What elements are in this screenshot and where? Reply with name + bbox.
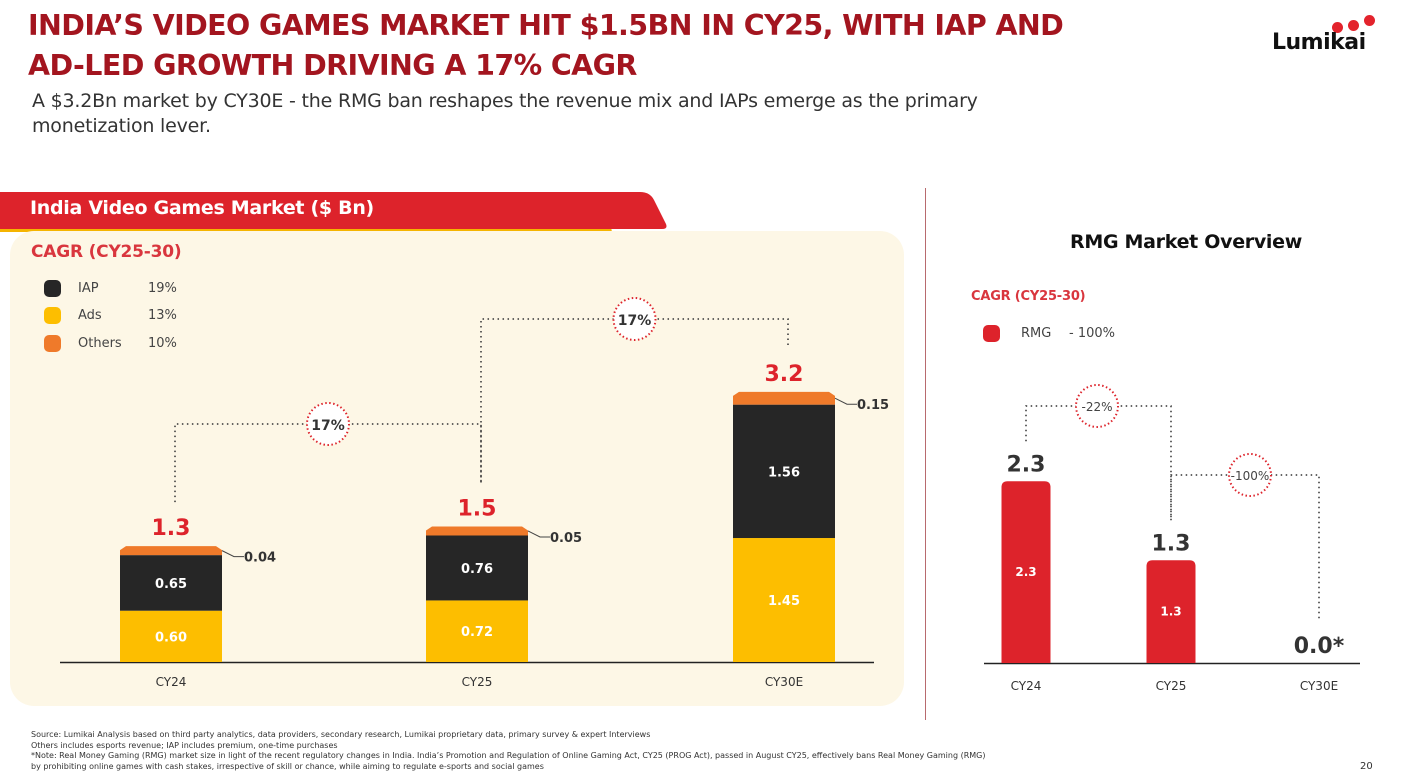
rmg-chart-title: RMG Market Overview <box>1070 231 1302 253</box>
value-label-others: 0.04 <box>244 551 276 566</box>
growth-bracket <box>1170 474 1320 621</box>
legend-swatch-ads <box>44 307 61 324</box>
page-subtitle-line-1: A $3.2Bn market by CY30E - the RMG ban r… <box>32 90 978 112</box>
growth-badge <box>1228 453 1272 497</box>
leader-line <box>834 397 857 405</box>
lumikai-logo: Lumikai <box>1272 14 1382 55</box>
page-title: INDIA’S VIDEO GAMES MARKET HIT $1.5BN IN… <box>28 6 1178 86</box>
bar-segment-ads <box>426 600 528 662</box>
value-label-others: 0.05 <box>550 531 582 546</box>
leader-line <box>221 550 244 558</box>
growth-label: -22% <box>1081 400 1112 414</box>
bar-rmg <box>1001 481 1051 663</box>
rmg-bar-chart: 2.3 2.3 CY24 1.3 1.3 CY25 0.0* CY30E -22% -100% <box>984 384 1360 693</box>
value-label-iap: 0.65 <box>155 577 187 592</box>
bar-segment-iap <box>733 404 835 539</box>
legend-label: Ads <box>78 308 102 323</box>
legend-cagr: 13% <box>148 308 177 323</box>
section-banner <box>0 192 667 232</box>
market-chart-title: India Video Games Market ($ Bn) <box>30 197 374 219</box>
legend-label: Others <box>78 336 122 351</box>
leader-line <box>527 530 550 538</box>
value-label-ads: 0.72 <box>461 625 493 640</box>
growth-badge <box>306 402 350 446</box>
growth-label: 17% <box>311 418 345 434</box>
market-stacked-bar-chart: 0.60 0.65 0.04 1.3 CY24 0.72 0.76 0.05 1.5 CY25 1.… <box>60 297 889 689</box>
legend-cagr: 10% <box>148 336 177 351</box>
x-tick-label: CY30E <box>765 675 803 689</box>
legend-item-iap: IAP 19% <box>44 280 177 297</box>
legend-item-ads: Ads 13% <box>44 307 177 324</box>
legend-swatch-iap <box>44 280 61 297</box>
total-label: 1.3 <box>1152 531 1191 556</box>
page-number: 20 <box>1360 761 1373 772</box>
bar-segment-ads <box>120 610 222 662</box>
legend-label: RMG <box>1021 326 1052 341</box>
section-divider <box>925 188 926 720</box>
growth-badge <box>612 297 657 341</box>
total-label: 0.0* <box>1294 634 1345 659</box>
bar-rmg <box>1146 560 1196 663</box>
bar-segment-others <box>733 391 835 405</box>
value-label-rmg: 1.3 <box>1160 605 1181 619</box>
x-tick-label: CY30E <box>1300 679 1338 693</box>
x-tick-label: CY24 <box>156 675 187 689</box>
value-label-ads: 1.45 <box>768 594 800 609</box>
footnote-source: Source: Lumikai Analysis based on third … <box>31 730 651 739</box>
x-tick-label: CY25 <box>462 675 493 689</box>
legend-item-rmg: RMG - 100% <box>983 325 1115 342</box>
logo-dot-icon <box>1348 20 1359 31</box>
banner-shape <box>0 192 667 229</box>
legend-swatch-rmg <box>983 325 1000 342</box>
bar-segment-others <box>120 546 222 556</box>
growth-label: -100% <box>1231 469 1270 483</box>
market-legend-title: CAGR (CY25-30) <box>31 242 182 262</box>
legend-label: IAP <box>78 281 99 296</box>
x-tick-label: CY24 <box>1011 679 1042 693</box>
footnote-rmg-note-cont: by prohibiting online games with cash st… <box>31 761 544 771</box>
logo-text: Lumikai <box>1272 30 1366 55</box>
rmg-legend-title: CAGR (CY25-30) <box>971 289 1086 304</box>
growth-label: 17% <box>618 313 652 329</box>
total-label: 1.5 <box>458 496 497 521</box>
bar-segment-others <box>426 526 528 536</box>
x-tick-label: CY25 <box>1156 679 1187 693</box>
total-label: 1.3 <box>152 516 191 541</box>
bar-segment-ads <box>733 538 835 662</box>
legend-item-others: Others 10% <box>44 335 177 352</box>
total-label: 3.2 <box>765 362 804 387</box>
footnote-rmg-note: *Note: Real Money Gaming (RMG) market si… <box>31 751 986 760</box>
page-subtitle-line-2: monetization lever. <box>32 115 211 137</box>
growth-badge <box>1075 384 1119 428</box>
legend-cagr: 19% <box>148 281 177 296</box>
bar-segment-iap <box>426 535 528 601</box>
legend-cagr: - 100% <box>1069 326 1115 341</box>
page-title-line-2: AD-LED GROWTH DRIVING A 17% CAGR <box>28 49 637 82</box>
page-title-line-1: INDIA’S VIDEO GAMES MARKET HIT $1.5BN IN… <box>28 9 1064 42</box>
page-subtitle: A $3.2Bn market by CY30E - the RMG ban r… <box>32 89 1132 139</box>
total-label: 2.3 <box>1007 452 1046 477</box>
growth-bracket <box>1025 405 1172 519</box>
legend-swatch-others <box>44 335 61 352</box>
value-label-iap: 1.56 <box>768 465 800 480</box>
footnote-others: Others includes esports revenue; IAP inc… <box>31 740 338 750</box>
value-label-others: 0.15 <box>857 398 889 413</box>
value-label-ads: 0.60 <box>155 630 187 645</box>
footnotes: Source: Lumikai Analysis based on third … <box>31 730 1231 772</box>
logo-dot-icon <box>1332 22 1343 33</box>
bar-segment-iap <box>120 555 222 611</box>
value-label-rmg: 2.3 <box>1015 565 1036 579</box>
value-label-iap: 0.76 <box>461 562 493 577</box>
logo-dot-icon <box>1364 15 1375 26</box>
